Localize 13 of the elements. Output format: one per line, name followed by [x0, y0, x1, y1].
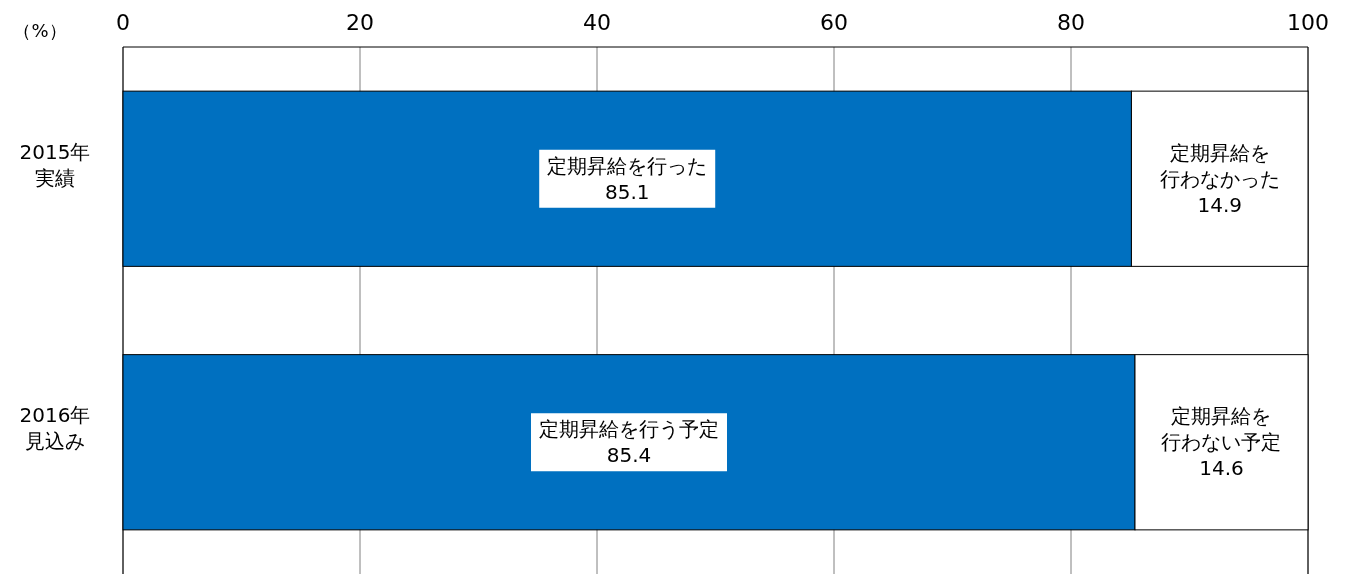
category-label: 2016年見込み: [19, 403, 91, 454]
data-label: 定期昇給を行った 85.1: [547, 153, 708, 204]
category-label: 2015年実績: [19, 139, 91, 190]
tick-label: 100: [1287, 9, 1329, 35]
tick-label: 0: [116, 9, 130, 35]
tick-label: 60: [820, 9, 848, 35]
data-label: 定期昇給を行わない予定 14.6: [1161, 404, 1282, 481]
axis-title: （%）: [13, 19, 67, 41]
data-label: 定期昇給を行う予定 85.4: [539, 417, 719, 468]
data-label: 定期昇給を行わなかった 14.9: [1159, 140, 1280, 217]
tick-label: 40: [583, 9, 611, 35]
tick-label: 20: [346, 9, 374, 35]
tick-label: 80: [1057, 9, 1085, 35]
